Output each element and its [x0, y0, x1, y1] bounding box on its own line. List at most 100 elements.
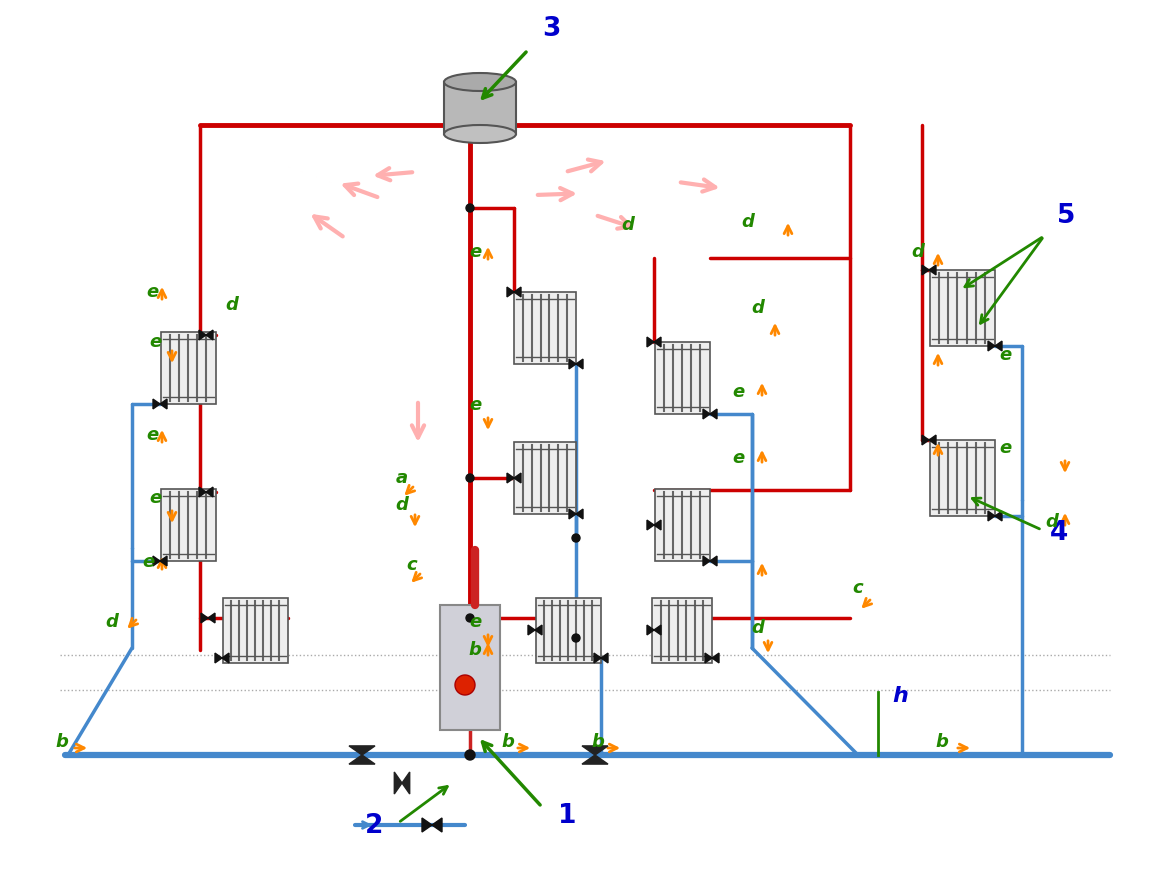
Text: b: b [592, 733, 605, 751]
Text: 1: 1 [558, 803, 577, 829]
Polygon shape [535, 625, 542, 635]
Polygon shape [647, 625, 654, 635]
Polygon shape [160, 557, 167, 566]
Text: e: e [732, 383, 744, 401]
Text: a: a [395, 469, 408, 487]
Text: d: d [742, 213, 755, 231]
Ellipse shape [443, 125, 516, 143]
Text: e: e [469, 613, 481, 631]
Bar [160, 332, 215, 404]
Circle shape [466, 204, 474, 212]
Polygon shape [208, 613, 215, 623]
Bar [929, 270, 994, 346]
Bar [929, 440, 994, 516]
Polygon shape [654, 625, 661, 635]
Polygon shape [647, 337, 654, 347]
Text: b: b [502, 733, 515, 751]
Polygon shape [929, 265, 936, 275]
Polygon shape [576, 359, 583, 369]
Text: 2: 2 [365, 813, 384, 839]
Bar [222, 597, 288, 662]
Polygon shape [713, 653, 720, 663]
Bar [654, 489, 709, 561]
Text: b: b [55, 733, 68, 751]
Polygon shape [507, 287, 514, 297]
Text: d: d [751, 299, 764, 317]
Polygon shape [703, 557, 710, 566]
Polygon shape [654, 520, 661, 530]
Text: d: d [105, 613, 118, 631]
Text: e: e [146, 426, 158, 444]
Text: 5: 5 [1057, 203, 1075, 229]
Polygon shape [394, 772, 409, 794]
Text: d: d [621, 216, 634, 234]
Circle shape [455, 675, 475, 695]
Polygon shape [581, 746, 608, 765]
Circle shape [466, 474, 474, 482]
Polygon shape [987, 511, 994, 521]
Polygon shape [507, 473, 514, 483]
Text: e: e [149, 489, 161, 507]
Text: b: b [468, 641, 481, 659]
Polygon shape [215, 653, 222, 663]
Text: e: e [146, 283, 158, 301]
Polygon shape [569, 359, 576, 369]
Polygon shape [514, 473, 521, 483]
Polygon shape [569, 509, 576, 519]
Polygon shape [710, 409, 717, 419]
Polygon shape [206, 487, 213, 497]
Text: e: e [999, 346, 1011, 364]
Bar [514, 292, 576, 364]
Bar [440, 605, 500, 730]
Polygon shape [654, 337, 661, 347]
Bar [514, 442, 576, 514]
Polygon shape [528, 625, 535, 635]
Text: c: c [853, 579, 863, 597]
Polygon shape [153, 557, 160, 566]
Text: 3: 3 [542, 16, 560, 42]
Bar [443, 82, 516, 134]
Bar [652, 597, 713, 662]
Polygon shape [647, 520, 654, 530]
Polygon shape [576, 509, 583, 519]
Bar [160, 489, 215, 561]
Polygon shape [201, 613, 208, 623]
Text: d: d [395, 496, 408, 514]
Circle shape [572, 634, 580, 642]
Text: c: c [407, 556, 418, 574]
Polygon shape [994, 341, 1002, 351]
Circle shape [572, 534, 580, 542]
Polygon shape [422, 818, 432, 832]
Polygon shape [710, 557, 717, 566]
Text: e: e [999, 439, 1011, 457]
Text: d: d [751, 619, 764, 637]
Text: e: e [469, 243, 481, 261]
Polygon shape [703, 409, 710, 419]
Polygon shape [601, 653, 608, 663]
Text: d: d [226, 296, 239, 314]
Ellipse shape [443, 73, 516, 91]
Polygon shape [432, 818, 442, 832]
Bar [536, 597, 600, 662]
Polygon shape [987, 341, 994, 351]
Polygon shape [706, 653, 713, 663]
Text: e: e [469, 396, 481, 414]
Polygon shape [994, 511, 1002, 521]
Polygon shape [929, 435, 936, 444]
Text: b: b [936, 733, 949, 751]
Text: h: h [892, 686, 908, 706]
Polygon shape [594, 653, 601, 663]
Polygon shape [922, 435, 929, 444]
Polygon shape [222, 653, 229, 663]
Bar [654, 342, 709, 414]
Text: e: e [732, 449, 744, 467]
Circle shape [464, 750, 475, 760]
Text: e: e [142, 553, 154, 571]
Polygon shape [514, 287, 521, 297]
Polygon shape [153, 399, 160, 409]
Polygon shape [206, 330, 213, 340]
Circle shape [466, 614, 474, 622]
Polygon shape [349, 746, 376, 765]
Polygon shape [922, 265, 929, 275]
Text: d: d [1046, 513, 1059, 531]
